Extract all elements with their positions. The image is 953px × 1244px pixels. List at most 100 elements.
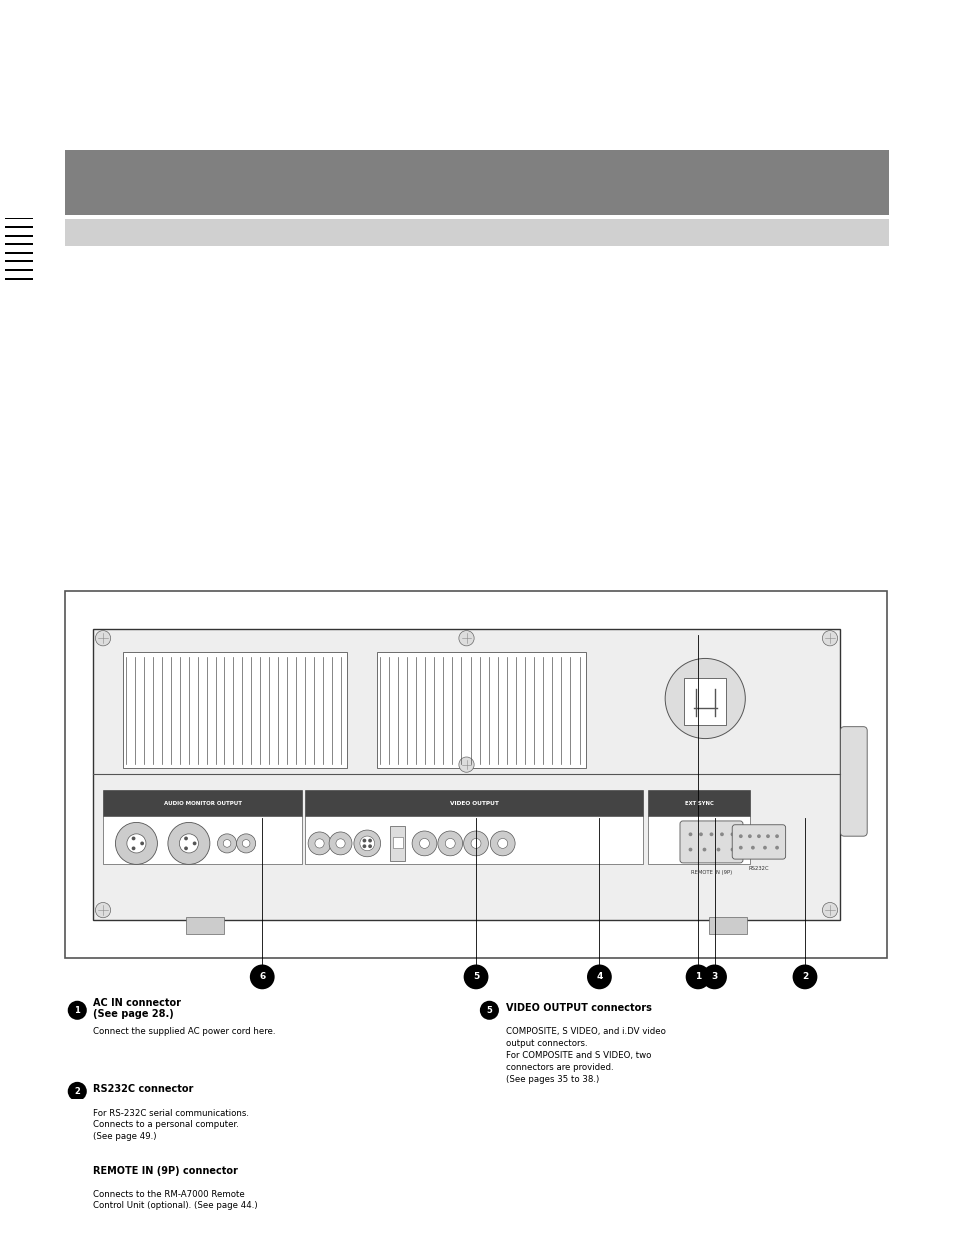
Text: 3: 3 xyxy=(74,1168,80,1177)
Text: RS232C connector: RS232C connector xyxy=(93,1085,193,1095)
Circle shape xyxy=(821,902,837,918)
Text: 4: 4 xyxy=(596,973,602,982)
Bar xyxy=(93,628,839,919)
Circle shape xyxy=(699,832,702,836)
Bar xyxy=(5,251,33,254)
Bar xyxy=(65,219,888,246)
Text: 3: 3 xyxy=(711,973,717,982)
Circle shape xyxy=(193,841,196,846)
Circle shape xyxy=(242,840,250,847)
Circle shape xyxy=(368,838,372,842)
Circle shape xyxy=(329,832,352,855)
Circle shape xyxy=(739,835,742,838)
FancyBboxPatch shape xyxy=(679,821,742,863)
Bar xyxy=(5,235,33,236)
Text: For RS-232C serial communications.
Connects to a personal computer.
(See page 49: For RS-232C serial communications. Conne… xyxy=(93,1108,250,1141)
Circle shape xyxy=(750,846,754,850)
Circle shape xyxy=(685,964,710,989)
Circle shape xyxy=(140,841,144,846)
Circle shape xyxy=(716,847,720,851)
Circle shape xyxy=(179,833,198,853)
Circle shape xyxy=(765,835,769,838)
Circle shape xyxy=(757,835,760,838)
Bar xyxy=(708,917,746,934)
Bar xyxy=(65,149,888,215)
Bar xyxy=(103,790,302,816)
Text: VIDEO OUTPUT connectors: VIDEO OUTPUT connectors xyxy=(505,1004,651,1014)
Circle shape xyxy=(217,833,236,853)
Circle shape xyxy=(127,833,146,853)
Circle shape xyxy=(701,847,705,851)
Circle shape xyxy=(445,838,455,848)
FancyBboxPatch shape xyxy=(732,825,785,860)
Circle shape xyxy=(314,838,324,848)
Circle shape xyxy=(688,847,692,851)
Circle shape xyxy=(68,1163,87,1182)
Text: Connects to the RM-A7000 Remote
Control Unit (optional). (See page 44.): Connects to the RM-A7000 Remote Control … xyxy=(93,1189,258,1210)
Text: 6: 6 xyxy=(259,973,265,982)
Text: 5: 5 xyxy=(486,1006,492,1015)
Bar xyxy=(305,790,642,816)
Bar xyxy=(5,218,33,219)
Circle shape xyxy=(586,964,611,989)
Text: EXT SYNC: EXT SYNC xyxy=(684,801,713,806)
Circle shape xyxy=(458,758,474,773)
Circle shape xyxy=(775,835,779,838)
Circle shape xyxy=(236,833,255,853)
Circle shape xyxy=(437,831,462,856)
Circle shape xyxy=(709,832,713,836)
Bar xyxy=(103,816,302,865)
Circle shape xyxy=(821,631,837,646)
Bar xyxy=(648,816,749,865)
Circle shape xyxy=(412,831,436,856)
Circle shape xyxy=(223,840,231,847)
Text: RS232C: RS232C xyxy=(748,866,768,871)
Circle shape xyxy=(68,1000,87,1020)
Circle shape xyxy=(359,836,375,851)
Circle shape xyxy=(762,846,766,850)
Bar xyxy=(648,790,749,816)
Text: COMPOSITE, S VIDEO, and i.DV video
output connectors.
For COMPOSITE and S VIDEO,: COMPOSITE, S VIDEO, and i.DV video outpu… xyxy=(505,1028,665,1084)
Circle shape xyxy=(354,830,380,857)
Circle shape xyxy=(463,964,488,989)
Text: 2: 2 xyxy=(74,1087,80,1096)
Circle shape xyxy=(720,832,723,836)
Circle shape xyxy=(688,832,692,836)
Bar xyxy=(305,816,642,865)
Circle shape xyxy=(697,838,706,848)
Circle shape xyxy=(458,631,474,646)
Bar xyxy=(5,277,33,280)
Circle shape xyxy=(115,822,157,865)
Bar xyxy=(5,260,33,262)
Circle shape xyxy=(419,838,429,848)
Circle shape xyxy=(184,836,188,841)
Circle shape xyxy=(701,964,726,989)
Bar xyxy=(65,591,886,958)
Text: AUDIO MONITOR OUTPUT: AUDIO MONITOR OUTPUT xyxy=(164,801,241,806)
Circle shape xyxy=(730,832,734,836)
Bar xyxy=(5,244,33,245)
Bar xyxy=(5,269,33,271)
Circle shape xyxy=(335,838,345,848)
Circle shape xyxy=(730,847,734,851)
Circle shape xyxy=(775,846,779,850)
Circle shape xyxy=(368,845,372,848)
Bar xyxy=(186,917,224,934)
Circle shape xyxy=(747,835,751,838)
FancyBboxPatch shape xyxy=(840,726,866,836)
Circle shape xyxy=(689,831,714,856)
Text: 1: 1 xyxy=(694,973,700,982)
Text: REMOTE IN (9P) connector: REMOTE IN (9P) connector xyxy=(93,1166,238,1176)
Circle shape xyxy=(490,831,515,856)
Circle shape xyxy=(168,822,210,865)
Circle shape xyxy=(68,1082,87,1101)
Circle shape xyxy=(308,832,331,855)
Text: 5: 5 xyxy=(473,973,478,982)
Circle shape xyxy=(463,831,488,856)
Circle shape xyxy=(479,1000,498,1020)
Text: 1: 1 xyxy=(74,1006,80,1015)
Text: Connect the supplied AC power cord here.: Connect the supplied AC power cord here. xyxy=(93,1028,275,1036)
Bar xyxy=(683,678,725,725)
Text: REMOTE IN (9P): REMOTE IN (9P) xyxy=(690,870,731,875)
Text: VIDEO OUTPUT: VIDEO OUTPUT xyxy=(449,801,497,806)
